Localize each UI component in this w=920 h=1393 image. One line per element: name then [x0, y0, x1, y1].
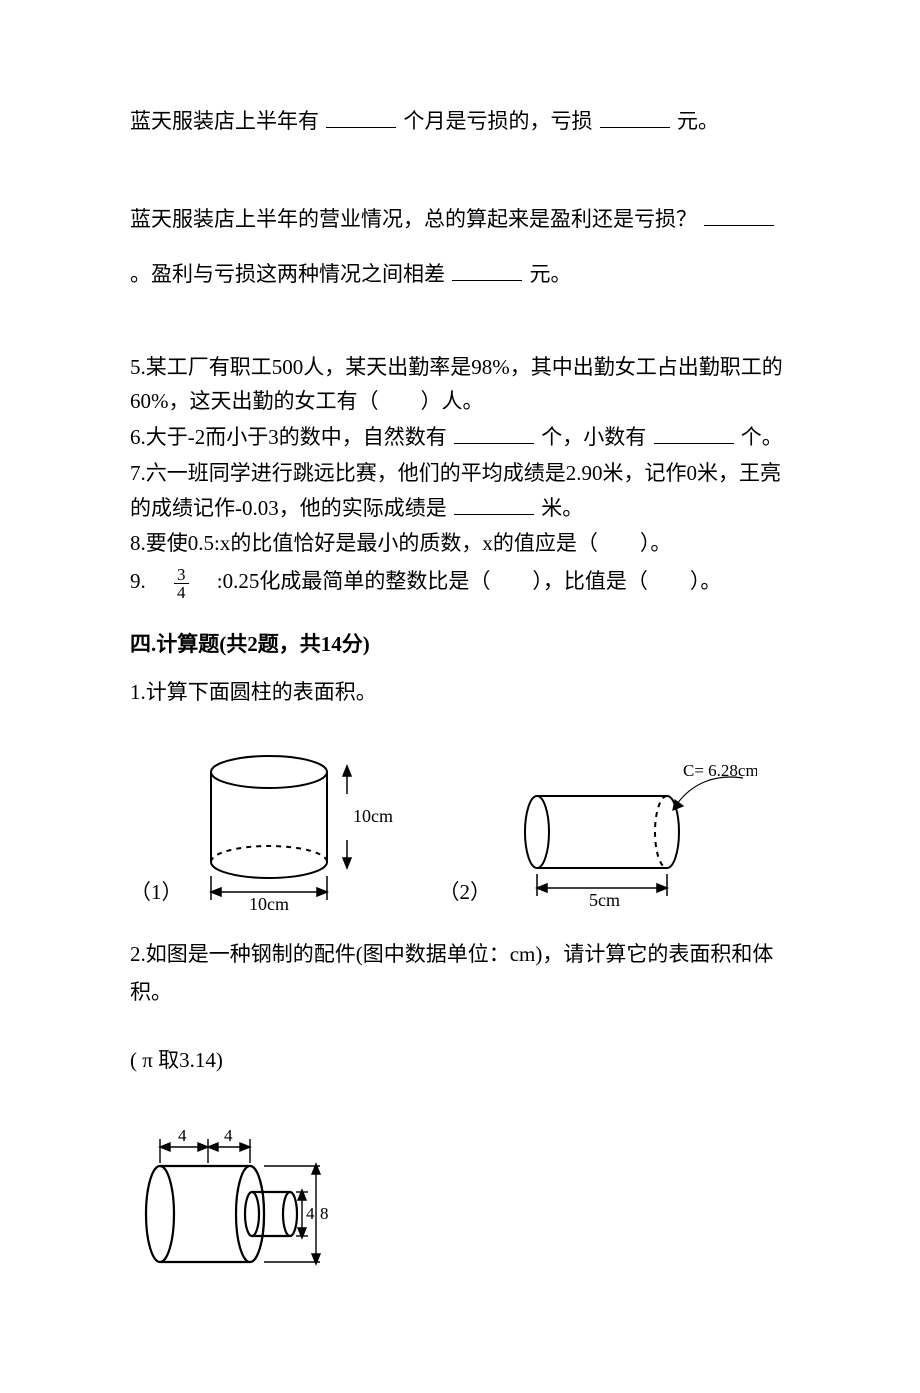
note: ( π 取3.14)	[130, 1042, 790, 1080]
question-6: 6.大于-2而小于3的数中，自然数有 个，小数有 个。	[130, 420, 790, 455]
text: 9.	[130, 569, 167, 593]
denominator: 4	[174, 584, 189, 601]
circumference-label: C= 6.28cm	[683, 762, 757, 780]
figure-2: （2） C= 6.28cm	[439, 762, 758, 912]
question-5: 5.某工厂有职工500人，某天出勤率是98%，其中出勤女工占出勤职工的60%，这…	[130, 351, 790, 418]
dim-d: 4	[306, 1204, 315, 1223]
length-label: 5cm	[589, 890, 620, 910]
text: 个。	[741, 425, 783, 449]
paragraph-store-loss: 蓝天服装店上半年有 个月是亏损的，亏损 元。	[130, 100, 790, 142]
text: 8.要使0.5:x的比值恰好是最小的质数，x的值应是（ ）。	[130, 531, 671, 555]
numerator: 3	[174, 566, 189, 584]
cylinder-upright-icon: 10cm 10cm	[189, 742, 409, 912]
text: :0.25化成最简单的整数比是（ ），比值是（ ）。	[196, 569, 722, 593]
height-label: 10cm	[353, 806, 393, 826]
figure-1-label: （1）	[130, 874, 183, 912]
text: 元。	[677, 109, 719, 133]
text: 2.如图是一种钢制的配件(图中数据单位：cm)，请计算它的表面积和体积。	[130, 936, 790, 1012]
text: 1.计算下面圆柱的表面积。	[130, 674, 790, 712]
section-4-heading: 四.计算题(共2题，共14分)	[130, 629, 790, 661]
steel-part-icon: 4 4 4 8	[130, 1119, 330, 1289]
text: 蓝天服装店上半年有	[130, 109, 319, 133]
text: 蓝天服装店上半年的营业情况，总的算起来是盈利还是亏损？	[130, 207, 697, 231]
question-9: 9. 3 4 :0.25化成最简单的整数比是（ ），比值是（ ）。	[130, 565, 790, 601]
cylinder-horizontal-icon: C= 6.28cm 5cm	[497, 762, 757, 912]
blank	[454, 420, 534, 444]
blank	[452, 257, 522, 281]
blank	[454, 491, 534, 515]
figure-2-label: （2）	[439, 874, 492, 912]
section-4-question-2: 2.如图是一种钢制的配件(图中数据单位：cm)，请计算它的表面积和体积。 ( π…	[130, 936, 790, 1289]
dim-h: 8	[320, 1204, 329, 1223]
dim-b: 4	[224, 1126, 233, 1145]
blank	[326, 104, 396, 128]
text: 个，小数有	[541, 425, 646, 449]
blank	[654, 420, 734, 444]
text: 6.大于-2而小于3的数中，自然数有	[130, 425, 447, 449]
question-8: 8.要使0.5:x的比值恰好是最小的质数，x的值应是（ ）。	[130, 527, 790, 561]
blank	[704, 202, 774, 226]
text: 米。	[541, 496, 583, 520]
paragraph-store-summary: 蓝天服装店上半年的营业情况，总的算起来是盈利还是亏损？ 。盈利与亏损这两种情况之…	[130, 192, 790, 301]
fraction: 3 4	[174, 566, 189, 601]
question-7: 7.六一班同学进行跳远比赛，他们的平均成绩是2.90米，记作0米，王亮的成绩记作…	[130, 457, 790, 525]
text: 5.某工厂有职工500人，某天出勤率是98%，其中出勤女工占出勤职工的60%，这…	[130, 355, 783, 413]
diameter-label: 10cm	[249, 894, 289, 912]
figure-1: （1） 10cm	[130, 742, 409, 912]
blank	[600, 104, 670, 128]
figure-row: （1） 10cm	[130, 742, 790, 912]
section-4-question-1: 1.计算下面圆柱的表面积。 （1） 10c	[130, 674, 790, 912]
text: 。盈利与亏损这两种情况之间相差	[130, 262, 445, 286]
text: 个月是亏损的，亏损	[404, 109, 593, 133]
text: 元。	[530, 262, 572, 286]
dim-a: 4	[178, 1126, 187, 1145]
